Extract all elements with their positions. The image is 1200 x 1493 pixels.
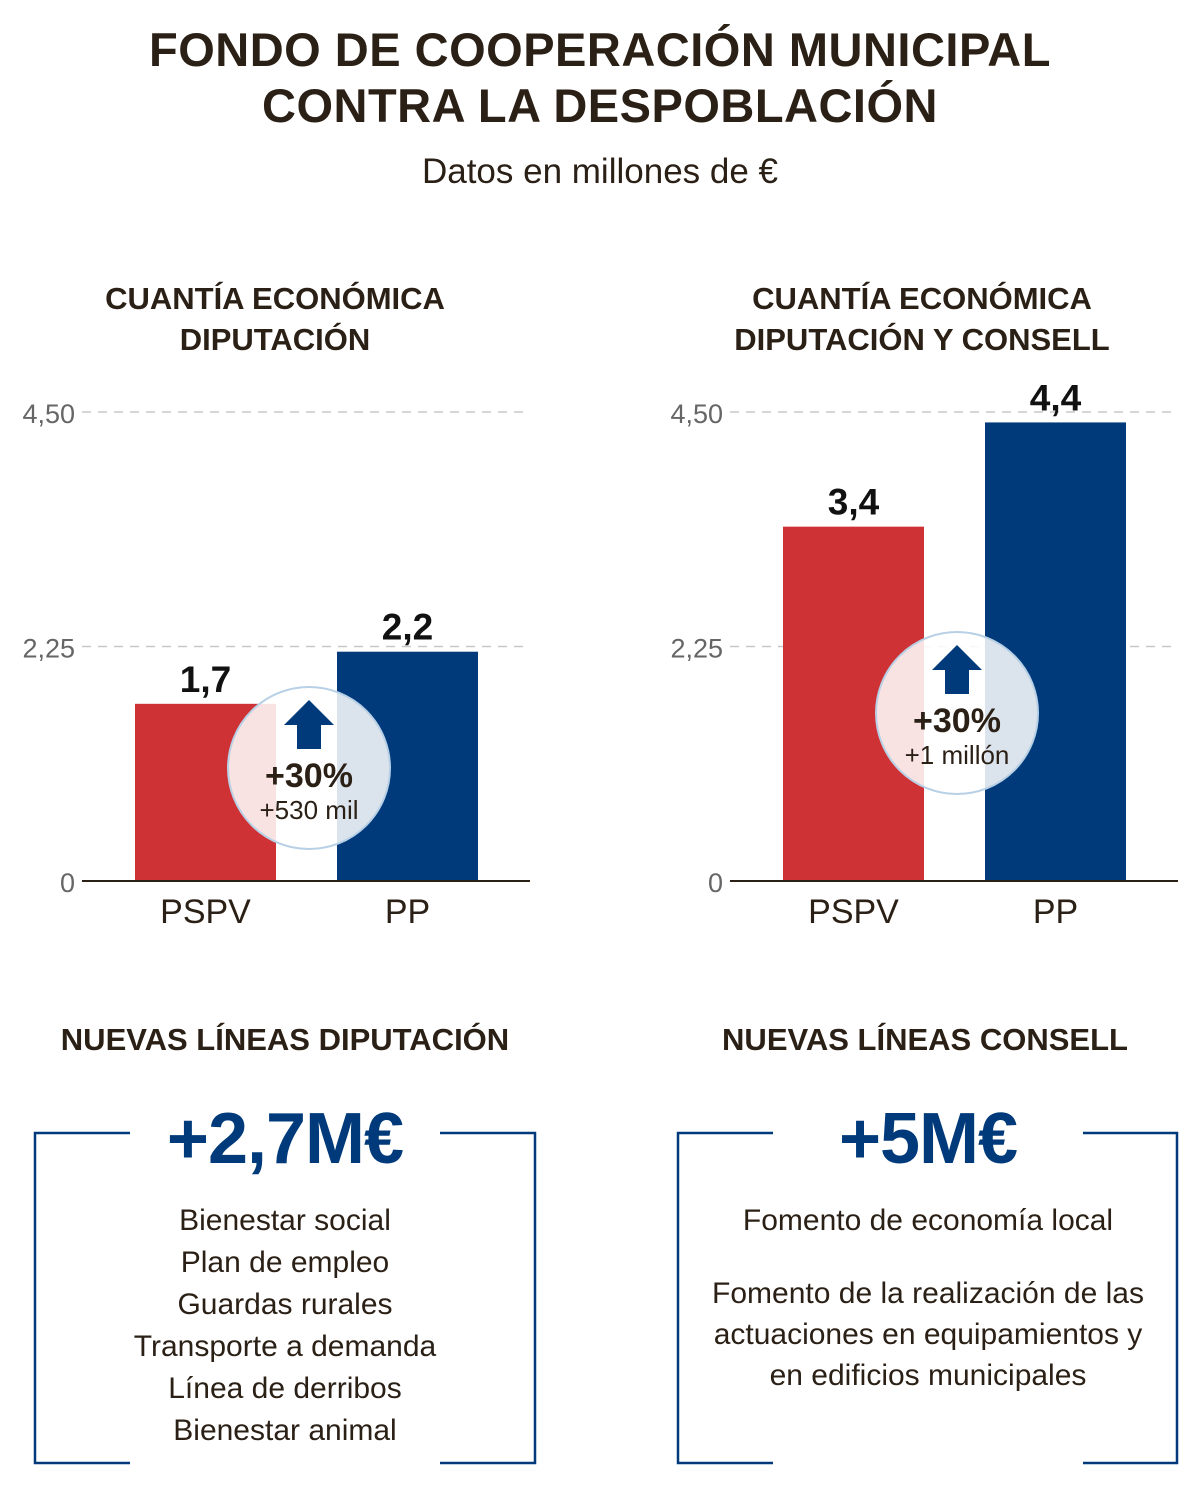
- badge-amount: +1 millón: [905, 740, 1010, 770]
- title-line: CONTRA LA DESPOBLACIÓN: [262, 79, 938, 132]
- x-tick-label: PP: [385, 893, 430, 931]
- list-item: Bienestar animal: [173, 1414, 397, 1447]
- chart-title-line: DIPUTACIÓN Y CONSELL: [734, 322, 1110, 357]
- list-diputacion: Bienestar social Plan de empleo Guardas …: [35, 1200, 535, 1452]
- badge-percent: +30%: [265, 757, 353, 795]
- data-label: 2,2: [382, 607, 433, 648]
- list-item: Fomento de la realización de las actuaci…: [712, 1277, 1144, 1392]
- section-heading-diputacion: NUEVAS LÍNEAS DIPUTACIÓN: [60, 1022, 510, 1057]
- chart-title-line: CUANTÍA ECONÓMICA: [105, 281, 445, 316]
- badge-amount: +530 mil: [260, 795, 359, 825]
- y-tick-label: 2,25: [22, 634, 75, 664]
- x-tick-label: PSPV: [160, 893, 251, 931]
- subtitle: Datos en millones de €: [421, 152, 779, 191]
- chart-title-line: DIPUTACIÓN: [179, 322, 371, 357]
- box-bracket-right: [1083, 1131, 1179, 1465]
- x-tick-label: PP: [1033, 893, 1078, 931]
- box-bracket-left: [33, 1131, 130, 1465]
- box-bracket-left: [676, 1131, 773, 1465]
- data-label: 3,4: [828, 482, 880, 523]
- list-item: Plan de empleo: [180, 1246, 390, 1279]
- y-tick-label: 0: [708, 868, 723, 898]
- change-badge: [227, 686, 391, 850]
- main-title: FONDO DE COOPERACIÓN MUNICIPAL CONTRA LA…: [0, 22, 1200, 134]
- data-label: 4,4: [1030, 377, 1082, 418]
- y-tick-label: 4,50: [670, 399, 723, 429]
- list-consell: Fomento de economía local Fomento de la …: [695, 1200, 1161, 1396]
- amount-consell: +5M€: [838, 1099, 1018, 1179]
- chart-title-line: CUANTÍA ECONÓMICA: [752, 281, 1092, 316]
- title-line: FONDO DE COOPERACIÓN MUNICIPAL: [149, 23, 1051, 76]
- y-tick-label: 2,25: [670, 634, 723, 664]
- y-tick-label: 0: [60, 868, 75, 898]
- arrow-up-icon: [284, 700, 334, 749]
- list-item: Bienestar social: [179, 1204, 391, 1237]
- box-bracket-right: [440, 1131, 537, 1465]
- x-tick-label: PSPV: [808, 893, 899, 931]
- amount-diputacion: +2,7M€: [166, 1099, 404, 1179]
- list-item: Fomento de economía local: [742, 1204, 1114, 1237]
- list-item: Transporte a demanda: [133, 1330, 437, 1363]
- list-item: Línea de derribos: [168, 1372, 402, 1405]
- y-tick-label: 4,50: [22, 399, 75, 429]
- chart-title-diputacion: CUANTÍA ECONÓMICA DIPUTACIÓN: [25, 278, 525, 360]
- list-item: Guardas rurales: [177, 1288, 393, 1321]
- section-heading-consell: NUEVAS LÍNEAS CONSELL: [722, 1022, 1128, 1057]
- badge-percent: +30%: [913, 702, 1001, 740]
- data-label: 1,7: [180, 659, 231, 700]
- chart-title-consell: CUANTÍA ECONÓMICA DIPUTACIÓN Y CONSELL: [672, 278, 1172, 360]
- arrow-up-icon: [932, 645, 982, 694]
- change-badge: [875, 631, 1039, 795]
